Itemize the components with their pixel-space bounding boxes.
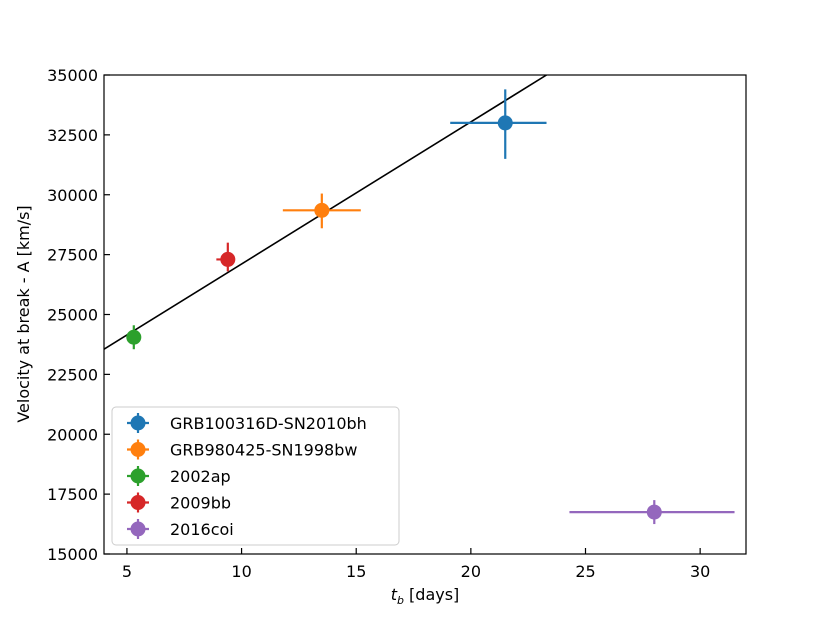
y-tick-label-35000: 35000 (47, 66, 98, 85)
legend-marker-GRB100316D-SN2010bh (130, 415, 146, 431)
marker-2009bb (220, 251, 236, 267)
data-point-GRB980425-SN1998bw (282, 193, 361, 229)
plot-content (104, 75, 735, 525)
y-tick-label-32500: 32500 (47, 126, 98, 145)
y-tick-label-17500: 17500 (47, 485, 98, 504)
x-axis-label-unit: [days] (404, 585, 459, 604)
marker-2002ap (126, 329, 142, 345)
x-tick-label-15: 15 (346, 562, 366, 581)
y-tick-label-25000: 25000 (47, 306, 98, 325)
legend-marker-GRB980425-SN1998bw (130, 442, 146, 457)
legend-marker-2002ap (130, 468, 146, 484)
x-axis-label-main: t (391, 585, 398, 604)
x-tick-label-10: 10 (231, 562, 251, 581)
data-point-2002ap (126, 325, 142, 350)
x-tick-label-5: 5 (122, 562, 132, 581)
data-point-2016coi (569, 500, 735, 525)
y-tick-label-22500: 22500 (47, 365, 98, 384)
marker-GRB980425-SN1998bw (314, 202, 330, 218)
y-axis-label: Velocity at break - A [km/s] (14, 205, 33, 422)
x-tick-label-25: 25 (575, 562, 595, 581)
marker-2016coi (646, 504, 662, 520)
x-axis-label-subscript: b (397, 594, 404, 607)
data-point-2009bb (216, 242, 236, 272)
legend-label-GRB100316D-SN2010bh: GRB100316D-SN2010bh (170, 414, 367, 433)
y-axis: 15000 17500 20000 22500 25000 27500 30000 32500… (47, 66, 110, 564)
legend-label-2002ap: 2002ap (170, 467, 231, 486)
legend-marker-2016coi (130, 521, 146, 537)
x-tick-label-20: 20 (461, 562, 481, 581)
y-tick-label-20000: 20000 (47, 425, 98, 444)
legend-marker-2009bb (130, 495, 146, 510)
x-tick-label-30: 30 (690, 562, 710, 581)
x-axis: 5 10 15 20 25 30 (122, 548, 710, 581)
x-axis-label: tb [days] (391, 585, 460, 607)
marker-GRB100316D-SN2010bh (497, 115, 513, 131)
data-point-GRB100316D-SN2010bh (450, 89, 547, 159)
legend-label-2016coi: 2016coi (170, 520, 234, 539)
legend: GRB100316D-SN2010bh GRB980425-SN1998bw 200… (111, 406, 400, 546)
legend-label-GRB980425-SN1998bw: GRB980425-SN1998bw (170, 441, 357, 460)
legend-label-2009bb: 2009bb (170, 494, 231, 513)
y-tick-label-30000: 30000 (47, 186, 98, 205)
y-tick-label-27500: 27500 (47, 246, 98, 265)
legend-box (111, 406, 400, 546)
y-tick-label-15000: 15000 (47, 545, 98, 564)
